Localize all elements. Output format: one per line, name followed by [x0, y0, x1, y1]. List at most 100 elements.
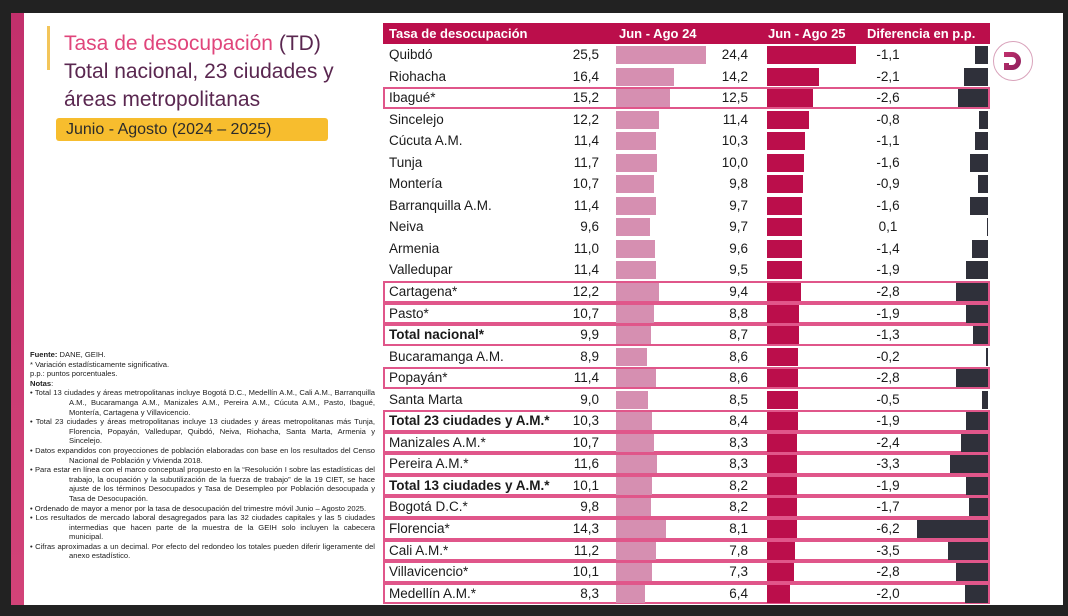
bar-2024 [616, 390, 648, 409]
bar-2025 [767, 110, 809, 129]
city-name: Quibdó [389, 47, 433, 62]
value-2024: 11,2 [573, 542, 599, 558]
unemployment-table: Tasa de desocupación Jun - Ago 24 Jun - … [383, 23, 990, 605]
city-name: Popayán* [389, 370, 448, 386]
slide-accent-strip [11, 13, 24, 605]
bar-2025 [767, 153, 804, 172]
table-row: Cúcuta A.M. 11,4 10,3 -1,1 [383, 130, 990, 152]
table-row: Armenia 11,0 9,6 -1,4 [383, 238, 990, 260]
table-row: Pereira A.M.* 11,6 8,3 -3,3 [383, 453, 990, 475]
value-2025: 8,8 [729, 305, 748, 321]
bar-2024 [616, 563, 652, 582]
value-diff: -1,4 [876, 240, 900, 256]
bar-2025 [767, 89, 813, 108]
asterisk-note: * Variación estadísticamente significati… [30, 359, 170, 369]
title-line2: Total nacional, 23 ciudades y [64, 60, 334, 83]
value-2024: 10,7 [572, 176, 599, 192]
footnotes: Fuente: DANE, GEIH. * Variación estadíst… [30, 350, 375, 561]
table-body: Quibdó 25,5 24,4 -1,1 Riohacha 16,4 14,2 -2,1 Ib… [383, 44, 990, 605]
value-diff: -3,5 [876, 542, 900, 558]
bar-2025 [767, 67, 819, 86]
bar-diff [917, 520, 988, 539]
bar-2025 [767, 283, 802, 302]
table-row: Cartagena* 12,2 9,4 -2,8 [383, 281, 990, 303]
value-2024: 11,4 [573, 370, 599, 386]
city-name: Pasto* [389, 305, 429, 321]
bar-diff [975, 46, 988, 64]
title-abbrev: (TD) [273, 32, 321, 55]
bar-2025 [767, 498, 797, 517]
value-diff: -1,6 [876, 154, 900, 170]
table-row: Cali A.M.* 11,2 7,8 -3,5 [383, 539, 990, 562]
value-diff: -1,7 [876, 499, 900, 515]
value-2025: 8,2 [729, 499, 748, 515]
city-name: Neiva [389, 219, 424, 235]
pp-note: p.p.: puntos porcentuales. [30, 369, 118, 379]
bar-diff [965, 584, 988, 603]
value-diff: -1,3 [876, 327, 900, 343]
city-name: Riohacha [389, 68, 447, 84]
table-row: Sincelejo 12,2 11,4 -0,8 [383, 109, 990, 131]
value-2025: 9,7 [729, 219, 748, 235]
table-row: Ibagué* 15,2 12,5 -2,6 [383, 87, 990, 109]
bar-2024 [616, 89, 670, 108]
bar-diff [948, 541, 988, 560]
bar-diff [977, 175, 988, 194]
city-name: Medellín A.M.* [389, 585, 477, 601]
value-2025: 8,6 [729, 370, 748, 386]
bar-2025 [767, 433, 798, 452]
bar-2024 [616, 433, 654, 452]
bar-diff [969, 196, 988, 215]
bar-2024 [616, 239, 655, 258]
city-name: Santa Marta [389, 391, 463, 407]
note-bullet: Ordenado de mayor a menor por la tasa de… [30, 504, 375, 514]
table-row: Villavicencio* 10,1 7,3 -2,8 [383, 561, 990, 583]
bar-2025 [767, 541, 796, 560]
value-2025: 9,4 [729, 284, 748, 300]
header-2025: Jun - Ago 25 [768, 26, 846, 41]
bar-diff [966, 476, 988, 495]
bar-2025 [767, 132, 805, 151]
bar-2024 [616, 132, 657, 151]
bar-2025 [767, 46, 857, 64]
value-diff: -2,0 [876, 585, 900, 601]
value-diff: -3,3 [876, 456, 900, 472]
note-bullet: Los resultados de mercado laboral desagr… [30, 513, 375, 542]
bar-2025 [767, 584, 791, 603]
value-diff: 0,1 [878, 219, 898, 235]
bar-2025 [767, 326, 799, 345]
period-badge: Junio - Agosto (2024 – 2025) [56, 118, 328, 141]
bar-2024 [616, 498, 651, 517]
value-diff: -0,9 [876, 176, 900, 192]
bar-2025 [767, 347, 799, 366]
title-accent: Tasa de desocupación [64, 32, 273, 55]
dane-d-logo-icon [993, 41, 1033, 81]
bar-2025 [767, 390, 799, 409]
notes-colon: : [51, 378, 54, 388]
value-2024: 14,3 [572, 521, 599, 537]
value-diff: -0,2 [876, 348, 900, 364]
city-name: Cartagena* [389, 284, 458, 300]
bar-2024 [616, 412, 653, 431]
value-diff: -1,9 [876, 305, 900, 321]
value-2024: 11,0 [573, 240, 599, 256]
bar-2025 [767, 412, 798, 431]
city-name: Tunja [389, 154, 423, 170]
table-row: Medellín A.M.* 8,3 6,4 -2,0 [383, 582, 990, 605]
bar-diff [986, 218, 988, 237]
value-diff: -6,2 [876, 521, 900, 537]
city-name: Valledupar [389, 262, 453, 278]
value-diff: -2,1 [876, 68, 900, 84]
value-2024: 10,7 [572, 434, 599, 450]
value-2024: 25,5 [572, 47, 599, 62]
note-bullet: Para estar en línea con el marco concept… [30, 465, 375, 503]
note-bullet: Total 13 ciudades y áreas metropolitanas… [30, 388, 375, 417]
note-bullet: Datos expandidos con proyecciones de pob… [30, 446, 375, 465]
bar-2024 [616, 584, 646, 603]
bar-2025 [767, 476, 797, 495]
city-name: Bogotá D.C.* [389, 499, 468, 515]
table-row: Montería 10,7 9,8 -0,9 [383, 173, 990, 195]
table-row: Manizales A.M.* 10,7 8,3 -2,4 [383, 431, 990, 454]
bar-2024 [616, 347, 648, 366]
bar-2025 [767, 455, 798, 474]
